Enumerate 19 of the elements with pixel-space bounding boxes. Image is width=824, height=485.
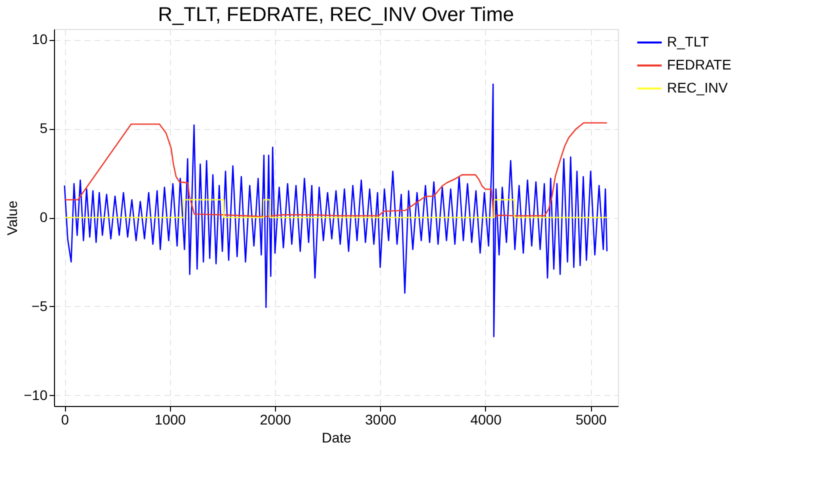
legend-label: FEDRATE (667, 56, 732, 72)
y-tick-label: −5 (32, 298, 48, 314)
y-tick-label: 10 (32, 31, 48, 48)
y-tick-label: −10 (24, 386, 48, 403)
x-tick-label: 4000 (470, 412, 502, 428)
y-tick-label: 0 (40, 209, 48, 225)
chart-title: R_TLT, FEDRATE, REC_INV Over Time (158, 4, 514, 26)
line-series (64, 122, 608, 218)
x-axis-title: Date (322, 430, 352, 446)
legend-label: REC_INV (667, 80, 728, 96)
x-tick-label: 5000 (576, 412, 607, 428)
x-tick-label: 1000 (154, 412, 186, 428)
y-tick-label: 5 (40, 120, 48, 136)
line-series (64, 83, 608, 338)
legend-label: R_TLT (667, 34, 710, 50)
y-axis-title: Value (4, 200, 20, 236)
x-tick-label: 2000 (260, 412, 292, 428)
x-tick-label: 0 (61, 412, 70, 428)
x-tick-label: 3000 (365, 412, 396, 428)
